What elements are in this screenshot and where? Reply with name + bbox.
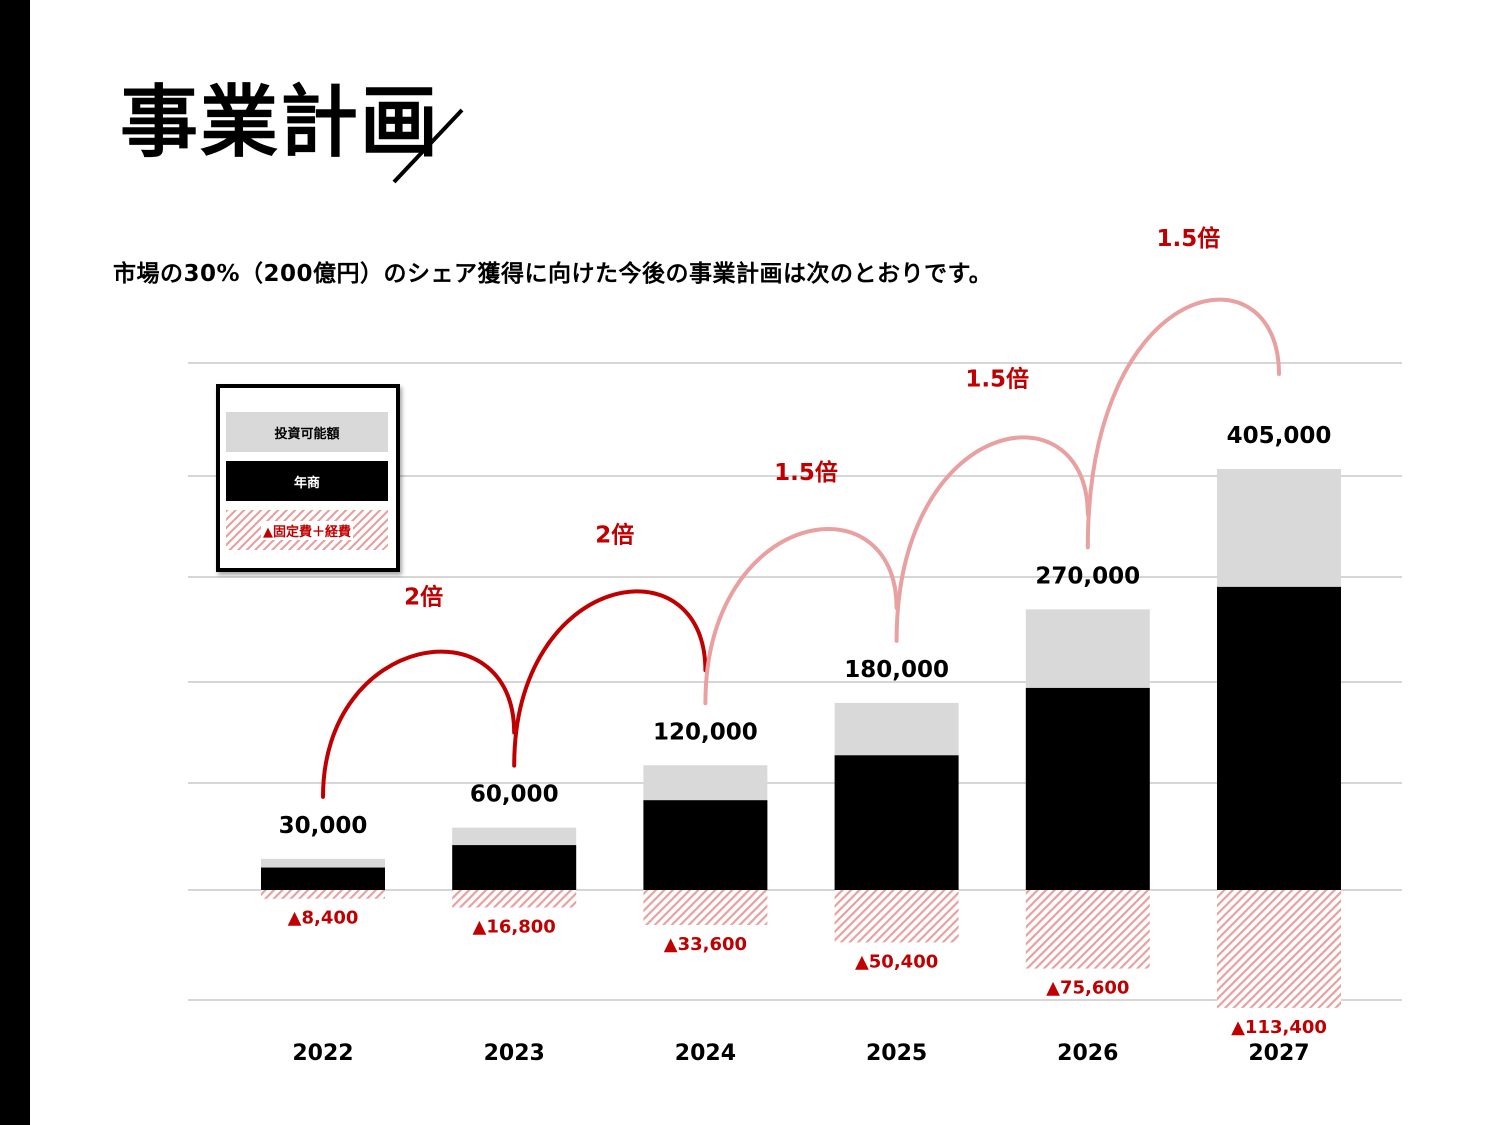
x-tick-label-2024: 2024 (675, 1041, 736, 1066)
total-label-2024: 120,000 (653, 719, 758, 745)
legend-label-revenue: 年商 (293, 475, 320, 491)
cost-label-2023: ▲16,800 (473, 916, 556, 937)
x-tick-label-2022: 2022 (292, 1041, 353, 1066)
chart-legend: 投資可能額 年商 ▲固定費＋経費 (216, 384, 400, 572)
bar-revenue-2027 (1217, 586, 1341, 890)
bar-invest-2025 (834, 702, 959, 756)
cost-label-2025: ▲50,400 (855, 951, 938, 972)
x-tick-label-2027: 2027 (1248, 1041, 1309, 1066)
legend-label-invest: 投資可能額 (274, 426, 340, 442)
growth-arc-2022-2023 (321, 649, 517, 799)
legend-item-revenue: 年商 (226, 461, 388, 501)
page-subtitle: 市場の30%（200億円）のシェア獲得に向けた今後の事業計画は次のとおりです。 (113, 261, 993, 287)
left-accent-stripe (0, 0, 30, 1125)
total-label-2022: 30,000 (279, 813, 368, 839)
title-slash-decoration (392, 108, 464, 184)
bar-cost-2027 (1217, 890, 1341, 1008)
cost-label-2024: ▲33,600 (664, 934, 747, 955)
bar-cost-2025 (834, 890, 959, 943)
bar-cost-2023 (452, 890, 577, 908)
bar-revenue-2025 (834, 755, 959, 890)
page-title: 事業計画 (120, 78, 441, 168)
growth-arc-2023-2024 (512, 589, 708, 768)
growth-label-2023-2024: 2倍 (595, 521, 634, 548)
growth-label-2025-2026: 1.5倍 (965, 365, 1029, 392)
growth-arc-2026-2027 (1085, 297, 1281, 550)
total-label-2027: 405,000 (1227, 423, 1332, 449)
growth-label-2024-2025: 1.5倍 (774, 459, 838, 486)
legend-label-cost: ▲固定費＋経費 (261, 520, 353, 540)
bar-revenue-2023 (452, 845, 577, 890)
bar-invest-2023 (452, 827, 577, 846)
cost-label-2027: ▲113,400 (1231, 1017, 1327, 1038)
bar-revenue-2026 (1025, 687, 1150, 890)
x-tick-label-2023: 2023 (484, 1041, 545, 1066)
bar-revenue-2022 (261, 867, 385, 890)
bar-revenue-2024 (643, 800, 768, 890)
legend-item-invest: 投資可能額 (226, 412, 388, 452)
total-label-2023: 60,000 (470, 782, 559, 808)
growth-arc-2025-2026 (894, 435, 1090, 643)
growth-arc-2024-2025 (703, 527, 899, 706)
cost-label-2022: ▲8,400 (288, 908, 359, 929)
bar-invest-2026 (1025, 609, 1150, 688)
legend-item-cost: ▲固定費＋経費 (226, 510, 388, 550)
bar-cost-2024 (643, 890, 768, 925)
bar-invest-2027 (1217, 469, 1341, 587)
bar-invest-2022 (261, 858, 385, 868)
total-label-2026: 270,000 (1035, 563, 1140, 589)
bar-invest-2024 (643, 765, 768, 801)
x-tick-label-2025: 2025 (866, 1041, 927, 1066)
bar-cost-2026 (1025, 890, 1150, 969)
growth-label-2022-2023: 2倍 (404, 584, 443, 611)
growth-label-2026-2027: 1.5倍 (1157, 225, 1221, 252)
cost-label-2026: ▲75,600 (1046, 978, 1129, 999)
bar-cost-2022 (261, 890, 385, 899)
x-tick-label-2026: 2026 (1057, 1041, 1118, 1066)
total-label-2025: 180,000 (844, 657, 949, 683)
